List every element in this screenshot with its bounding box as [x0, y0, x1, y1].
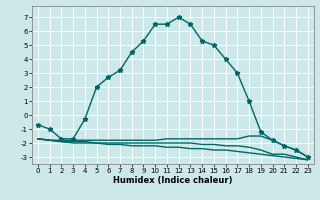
X-axis label: Humidex (Indice chaleur): Humidex (Indice chaleur): [113, 176, 233, 185]
